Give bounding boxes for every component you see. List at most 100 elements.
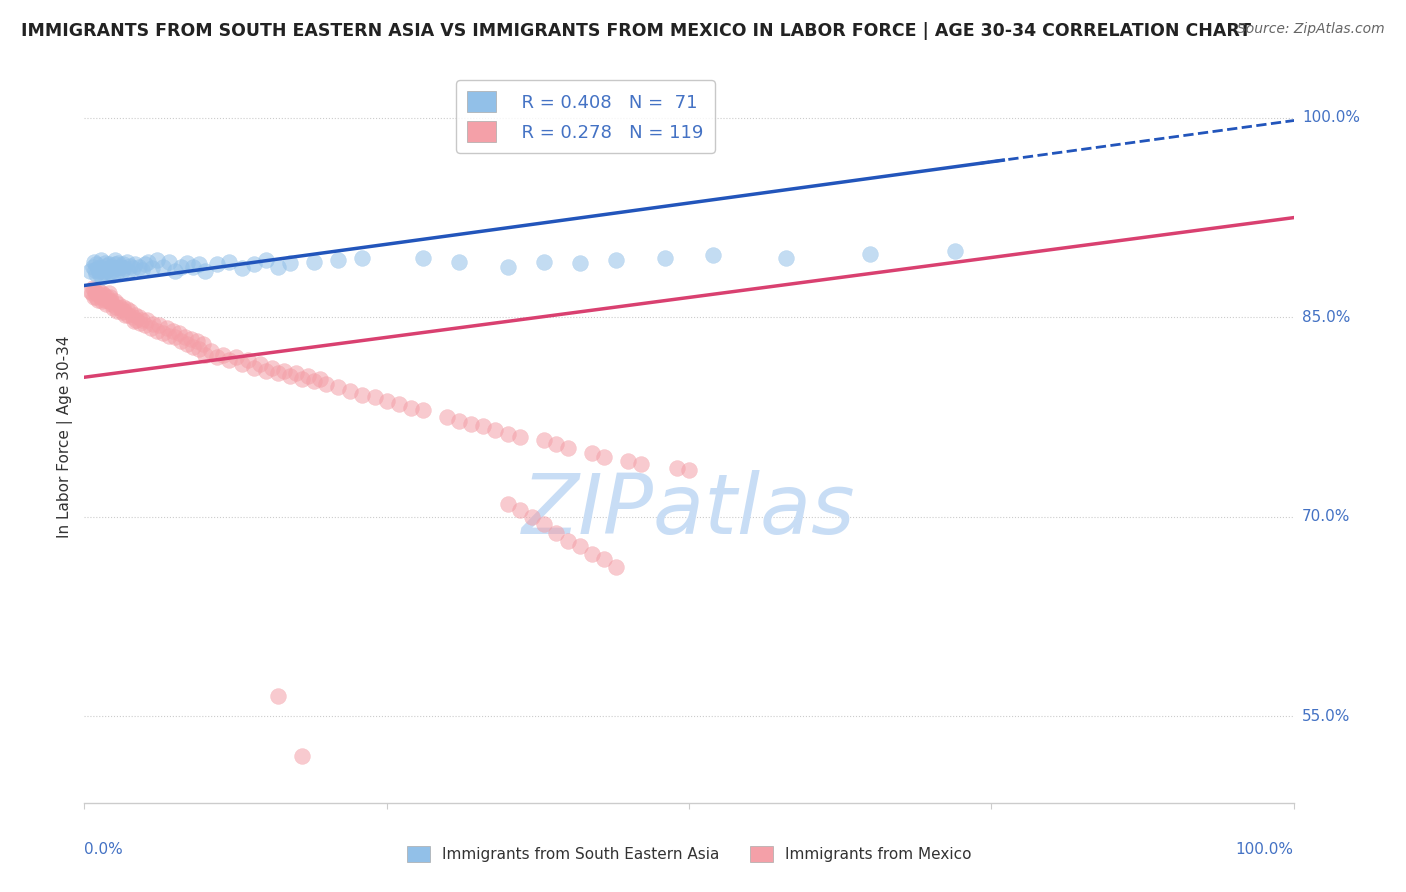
Point [98, 290, 121, 304]
Point [98, 261, 121, 276]
Point [388, 397, 411, 411]
Point [375, 394, 398, 409]
Point [194, 348, 217, 362]
Point [146, 324, 169, 338]
Point [110, 301, 132, 315]
Point [97, 257, 120, 271]
Point [121, 261, 143, 276]
Point [128, 260, 150, 274]
Text: Source: ZipAtlas.com: Source: ZipAtlas.com [1237, 22, 1385, 37]
Point [509, 430, 531, 444]
Point [207, 257, 229, 271]
Point [200, 343, 222, 358]
Point [249, 357, 271, 371]
Point [100, 260, 122, 274]
Point [117, 308, 139, 322]
Point [100, 294, 122, 309]
Point [90, 290, 112, 304]
Point [472, 419, 495, 434]
Point [128, 310, 150, 325]
Point [79, 264, 101, 278]
Point [242, 257, 264, 271]
Point [302, 374, 325, 388]
Point [569, 256, 592, 270]
Point [84, 284, 107, 298]
Point [97, 265, 120, 279]
Point [176, 337, 198, 351]
Point [328, 253, 350, 268]
Point [124, 257, 146, 271]
Point [87, 284, 110, 298]
Point [148, 318, 170, 333]
Point [278, 368, 301, 383]
Point [101, 297, 124, 311]
Point [114, 308, 136, 322]
Point [86, 257, 108, 271]
Point [162, 324, 184, 338]
Point [134, 257, 156, 271]
Point [188, 257, 211, 271]
Point [96, 262, 118, 277]
Point [87, 264, 110, 278]
Point [273, 363, 295, 377]
Point [122, 314, 145, 328]
Point [436, 410, 458, 425]
Point [291, 749, 314, 764]
Point [859, 246, 882, 260]
Point [83, 254, 105, 268]
Point [157, 329, 180, 343]
Point [107, 256, 129, 270]
Point [267, 690, 290, 704]
Point [581, 547, 603, 561]
Point [170, 334, 193, 349]
Point [520, 509, 543, 524]
Point [134, 318, 156, 333]
Point [112, 300, 135, 314]
Point [86, 286, 108, 301]
Point [533, 516, 555, 531]
Point [943, 244, 966, 258]
Point [86, 267, 108, 281]
Point [94, 259, 117, 273]
Point [131, 262, 153, 277]
Point [146, 253, 169, 268]
Point [155, 321, 177, 335]
Point [665, 460, 688, 475]
Point [136, 313, 159, 327]
Point [83, 290, 105, 304]
Point [93, 265, 115, 279]
Point [167, 326, 190, 341]
Point [82, 260, 104, 274]
Point [104, 257, 127, 271]
Point [104, 300, 127, 314]
Point [89, 287, 111, 301]
Point [112, 303, 135, 318]
Point [617, 454, 640, 468]
Point [605, 253, 627, 268]
Point [581, 446, 603, 460]
Text: 100.0%: 100.0% [1236, 842, 1294, 856]
Point [105, 265, 128, 279]
Point [191, 337, 214, 351]
Point [79, 284, 101, 298]
Point [236, 353, 259, 368]
Point [129, 316, 152, 330]
Point [86, 293, 108, 307]
Point [124, 308, 146, 322]
Point [449, 254, 471, 268]
Point [112, 257, 135, 271]
Text: 70.0%: 70.0% [1302, 509, 1350, 524]
Text: 0.0%: 0.0% [84, 842, 124, 856]
Point [231, 261, 253, 276]
Text: 100.0%: 100.0% [1302, 111, 1360, 126]
Point [449, 414, 471, 428]
Point [115, 302, 138, 317]
Point [260, 360, 283, 375]
Point [120, 259, 142, 273]
Point [139, 321, 162, 335]
Point [86, 261, 108, 276]
Point [218, 254, 240, 268]
Point [94, 293, 117, 307]
Point [352, 387, 374, 401]
Point [90, 253, 112, 268]
